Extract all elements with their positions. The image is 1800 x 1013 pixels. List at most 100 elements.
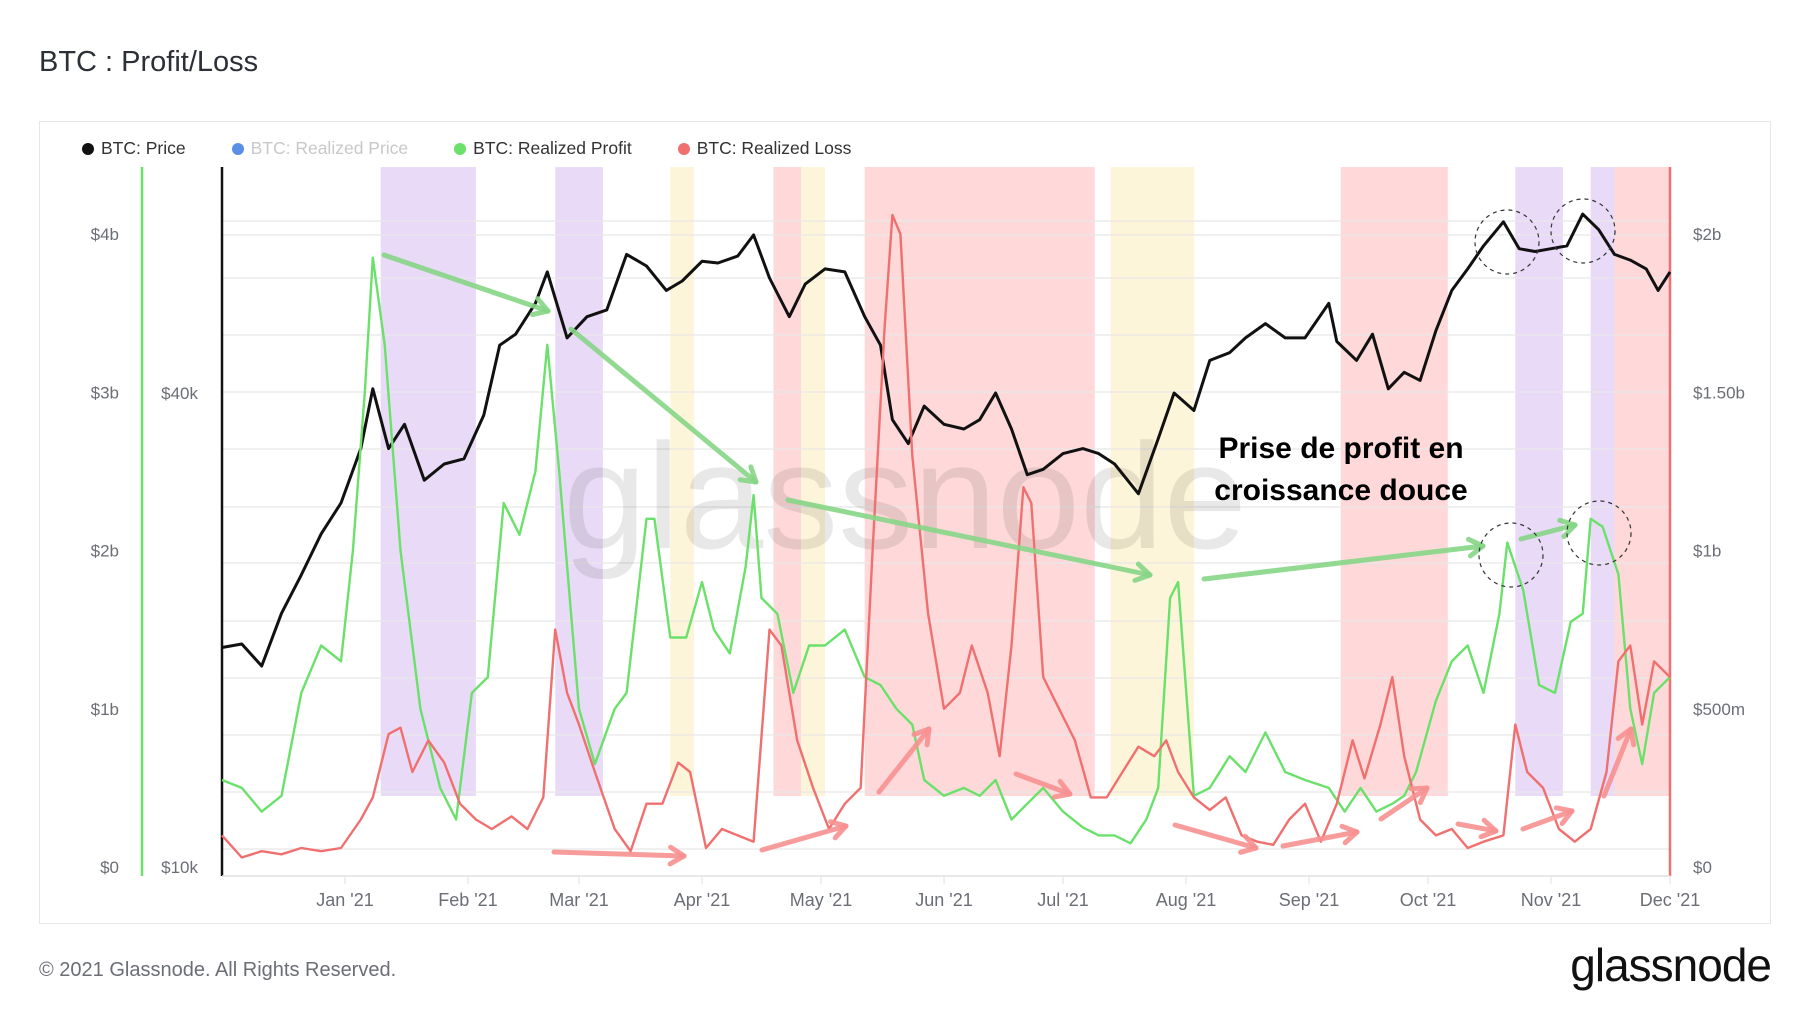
loss-tick-label: $1.50b xyxy=(1693,383,1745,402)
arrow-head-icon xyxy=(1553,805,1575,827)
dashed-highlight-circle xyxy=(1474,209,1540,275)
annotation-text: croissance douce xyxy=(1214,474,1467,507)
highlight-band xyxy=(1110,167,1194,796)
loss-arrow xyxy=(551,844,687,867)
x-tick-label: Jun '21 xyxy=(915,890,972,910)
profit-tick-label: $4b xyxy=(91,225,119,244)
legend-label: BTC: Realized Loss xyxy=(696,138,852,158)
arrow-shaft xyxy=(551,849,687,859)
profit-tick-label: $2b xyxy=(91,542,119,561)
x-tick-label: Nov '21 xyxy=(1521,890,1581,910)
arrow-shaft xyxy=(1013,771,1073,797)
arrow-head-icon xyxy=(1615,726,1637,748)
profit-arrow xyxy=(785,497,1153,583)
arrow-shaft xyxy=(1601,726,1634,799)
profit-arrow xyxy=(1201,536,1486,582)
x-tick-label: Oct '21 xyxy=(1400,890,1456,910)
series-line-profit xyxy=(221,256,1671,845)
profit-arrow xyxy=(1518,517,1578,542)
series-line-price xyxy=(221,212,1672,668)
dashed-highlight-circle xyxy=(1566,500,1632,566)
loss-arrow xyxy=(1280,823,1360,849)
arrow-head-icon xyxy=(1238,833,1259,855)
highlight-band xyxy=(1590,167,1615,796)
x-tick-label: Apr '21 xyxy=(674,890,730,910)
legend-item-realized-profit[interactable]: BTC: Realized Profit xyxy=(454,138,632,159)
arrow-shaft xyxy=(1518,522,1578,542)
arrow-shaft xyxy=(759,823,849,853)
profit-tick-label: $3b xyxy=(91,383,119,402)
highlight-band xyxy=(801,167,826,796)
dashed-highlight-circle xyxy=(1478,522,1544,588)
arrow-head-icon xyxy=(911,726,932,748)
legend-dot-icon xyxy=(677,142,690,155)
legend-label: BTC: Realized Profit xyxy=(473,138,632,158)
arrow-shaft xyxy=(1280,829,1360,849)
legend-dot-icon xyxy=(454,142,467,155)
highlight-band xyxy=(555,167,603,796)
arrow-shaft xyxy=(568,326,759,485)
x-tick-label: May '21 xyxy=(790,890,852,910)
loss-arrow xyxy=(876,726,932,795)
arrow-shaft xyxy=(876,726,932,795)
x-tick-label: Jul '21 xyxy=(1037,890,1088,910)
profit-tick-label: $1b xyxy=(91,700,119,719)
legend-label: BTC: Price xyxy=(101,138,186,158)
profit-arrow xyxy=(381,252,551,318)
legend: BTC: Price BTC: Realized Price BTC: Real… xyxy=(82,138,851,159)
arrow-head-icon xyxy=(828,819,849,841)
profit-tick-label: $0 xyxy=(100,858,119,877)
x-tick-label: Sep '21 xyxy=(1279,890,1340,910)
loss-arrow xyxy=(1455,817,1499,840)
glassnode-logo: glassnode xyxy=(1570,939,1772,991)
highlight-band xyxy=(1515,167,1563,796)
arrow-head-icon xyxy=(1408,785,1430,806)
profit-arrow xyxy=(568,326,759,485)
dashed-highlight-circle xyxy=(1550,198,1616,264)
legend-item-realized-loss[interactable]: BTC: Realized Loss xyxy=(677,138,852,159)
price-tick-label: $40k xyxy=(161,384,198,403)
loss-arrow xyxy=(1520,805,1575,832)
arrow-shaft xyxy=(381,252,551,314)
arrow-shaft xyxy=(785,497,1153,578)
series-line-loss xyxy=(221,213,1671,859)
arrow-shaft xyxy=(1378,785,1430,822)
arrow-shaft xyxy=(1455,821,1499,834)
arrow-head-icon xyxy=(1339,823,1360,846)
arrow-shaft xyxy=(1172,822,1259,851)
highlight-band xyxy=(773,167,802,796)
loss-tick-label: $500m xyxy=(1693,700,1745,719)
price-tick-label: $10k xyxy=(161,858,198,877)
arrow-head-icon xyxy=(1478,817,1499,840)
copyright: © 2021 Glassnode. All Rights Reserved. xyxy=(39,959,397,981)
loss-tick-label: $1b xyxy=(1693,542,1721,561)
arrow-head-icon xyxy=(1051,778,1073,800)
loss-arrow xyxy=(1013,771,1073,800)
arrow-head-icon xyxy=(1132,561,1153,583)
x-tick-label: Aug '21 xyxy=(1156,890,1217,910)
x-tick-label: Dec '21 xyxy=(1640,890,1700,910)
legend-label: BTC: Realized Price xyxy=(250,138,409,158)
arrow-head-icon xyxy=(1557,517,1578,540)
x-tick-label: Feb '21 xyxy=(438,890,497,910)
loss-tick-label: $0 xyxy=(1693,858,1712,877)
highlight-band xyxy=(1614,167,1670,796)
x-tick-label: Mar '21 xyxy=(549,890,608,910)
annotation-text: Prise de profit en xyxy=(1218,432,1463,465)
loss-arrow xyxy=(1378,785,1430,822)
loss-arrow xyxy=(759,819,849,853)
arrow-head-icon xyxy=(1465,536,1486,559)
loss-tick-label: $2b xyxy=(1693,225,1721,244)
legend-dot-icon xyxy=(231,142,244,155)
chart-panel xyxy=(39,121,1771,924)
legend-dot-icon xyxy=(82,142,94,155)
legend-item-price[interactable]: BTC: Price xyxy=(82,138,186,159)
arrow-shaft xyxy=(1201,543,1486,582)
highlight-band xyxy=(670,167,695,796)
arrow-head-icon xyxy=(529,296,551,318)
loss-arrow xyxy=(1601,726,1637,799)
x-tick-label: Jan '21 xyxy=(316,890,373,910)
loss-arrow xyxy=(1172,822,1259,855)
legend-item-realized-price[interactable]: BTC: Realized Price xyxy=(231,138,409,159)
